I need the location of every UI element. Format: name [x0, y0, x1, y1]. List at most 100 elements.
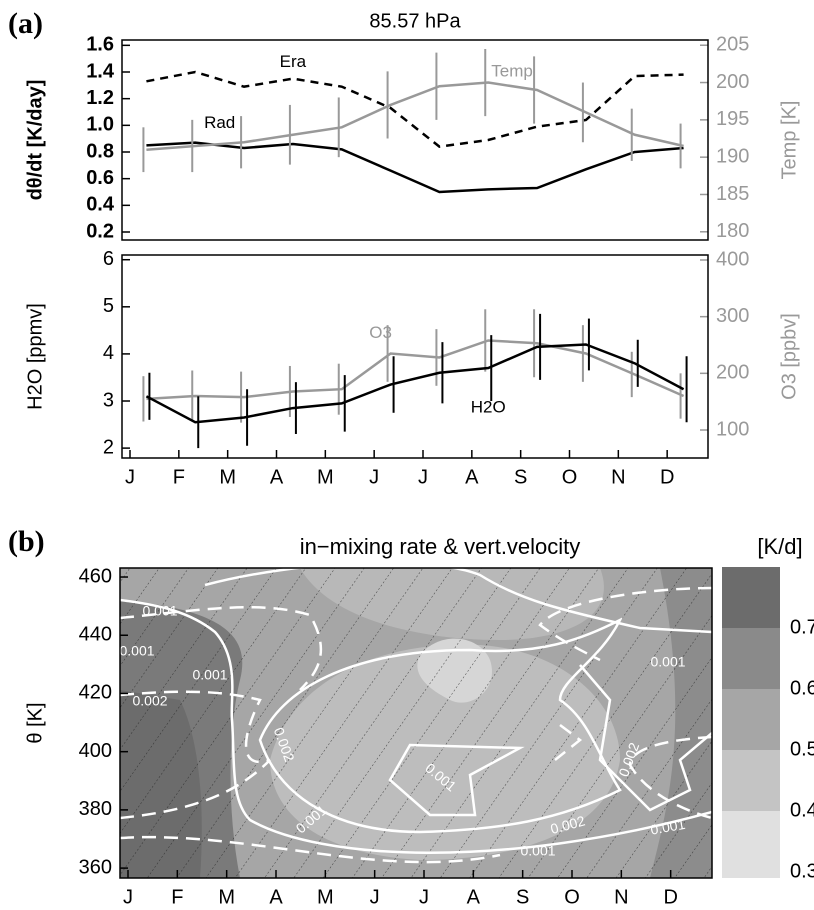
- series-line: [146, 339, 685, 401]
- contour-label: 0.001: [520, 843, 555, 859]
- y-tick-label: 460: [79, 565, 112, 587]
- x-tick-label: D: [660, 466, 674, 488]
- contour-line: [554, 724, 583, 761]
- contour-label: 0.001: [142, 603, 177, 619]
- y-tick-label: 1.2: [86, 87, 114, 109]
- x-tick-label: J: [419, 886, 429, 908]
- contour-label: 0.001: [192, 667, 227, 683]
- y-tick-label: 420: [79, 682, 112, 704]
- contour-line: [388, 743, 525, 817]
- y-tick-label: 0.6: [86, 167, 114, 189]
- colorbar-band: [722, 811, 780, 878]
- x-tick-label: A: [270, 466, 284, 488]
- x-tick-label: J: [369, 466, 379, 488]
- y2-tick-label: 100: [716, 418, 749, 440]
- y-tick-label: 4: [103, 342, 114, 364]
- contour-line: [258, 617, 623, 834]
- y-tick-label: 400: [79, 740, 112, 762]
- colorbar-band: [722, 689, 780, 750]
- series-label: O3: [369, 323, 392, 342]
- x-tick-label: F: [173, 466, 185, 488]
- x-tick-label: M: [317, 466, 334, 488]
- plot-frame: [121, 254, 709, 459]
- y2-tick-label: 195: [716, 108, 749, 130]
- colorbar-label: [K/d]: [757, 534, 802, 559]
- y2-tick-label: 205: [716, 34, 749, 56]
- series-line: [146, 70, 684, 148]
- colorbar-tick-label: 0.5: [790, 738, 814, 760]
- plot-frame: [121, 39, 709, 241]
- contour-line: [120, 690, 271, 764]
- contour-label: 0.001: [650, 654, 685, 670]
- y2-tick-label: 400: [716, 248, 749, 270]
- contour-label: 0.001: [119, 643, 154, 659]
- y2-tick-label: 200: [716, 71, 749, 93]
- panel-label: (a): [8, 7, 43, 40]
- contour-line: [628, 735, 712, 820]
- contour-line: [579, 664, 712, 812]
- contours: [120, 568, 712, 864]
- colorbar-band: [722, 628, 780, 689]
- x-tick-label: J: [125, 466, 135, 488]
- y-tick-label: 3: [103, 389, 114, 411]
- x-tick-label: F: [171, 886, 183, 908]
- x-tick-label: A: [467, 886, 481, 908]
- x-tick-label: N: [611, 466, 625, 488]
- axis-label: Temp [K]: [778, 101, 800, 180]
- colorbar-tick-label: 0.6: [790, 677, 814, 699]
- y-tick-label: 1.4: [86, 60, 115, 82]
- hatching: [120, 568, 712, 878]
- x-tick-label: S: [516, 886, 529, 908]
- x-tick-label: D: [663, 886, 677, 908]
- x-tick-label: M: [219, 466, 236, 488]
- colorbar-tick-label: 0.4: [790, 799, 814, 821]
- y-tick-label: 0.8: [86, 140, 114, 162]
- x-tick-label: O: [562, 466, 578, 488]
- y2-tick-label: 180: [716, 220, 749, 242]
- y-tick-label: 5: [103, 295, 114, 317]
- y-tick-label: 380: [79, 798, 112, 820]
- chart-title: 85.57 hPa: [369, 10, 461, 32]
- y2-tick-label: 190: [716, 145, 749, 167]
- x-tick-label: J: [370, 886, 380, 908]
- contour-label: 0.001: [649, 816, 686, 838]
- y-tick-label: 1.0: [86, 114, 114, 136]
- contour-line: [538, 586, 712, 662]
- y-tick-label: 440: [79, 624, 112, 646]
- x-tick-label: N: [614, 886, 628, 908]
- y2-tick-label: 200: [716, 362, 749, 384]
- axis-label: O3 [ppbv]: [778, 313, 800, 400]
- contour-line: [120, 598, 712, 854]
- series-line: [145, 343, 685, 424]
- contour-field: [120, 568, 712, 878]
- colorbar-tick-label: 0.7: [790, 616, 814, 638]
- panel-label: (b): [8, 525, 45, 558]
- y-tick-label: 0.2: [86, 220, 114, 242]
- x-tick-label: M: [218, 886, 235, 908]
- axis-label: dθ/dt [K/day]: [24, 80, 46, 201]
- x-tick-label: J: [418, 466, 428, 488]
- contour-line: [120, 759, 271, 820]
- y2-tick-label: 300: [716, 305, 749, 327]
- y-tick-label: 1.6: [86, 34, 114, 56]
- colorbar-band: [722, 567, 780, 628]
- y-tick-label: 2: [103, 436, 114, 458]
- x-tick-label: A: [465, 466, 479, 488]
- series-line: [146, 81, 684, 151]
- series-label: H2O: [471, 398, 506, 417]
- contour-line: [120, 606, 323, 691]
- contour-line: [120, 835, 501, 864]
- y-tick-label: 360: [79, 856, 112, 878]
- series-label: Era: [280, 52, 307, 71]
- x-tick-label: A: [269, 886, 283, 908]
- contour-label: 0.002: [132, 693, 167, 709]
- series-label: Rad: [204, 113, 235, 132]
- colorbar-band: [722, 750, 780, 811]
- x-tick-label: J: [123, 886, 133, 908]
- chart-title: in−mixing rate & vert.velocity: [300, 534, 581, 559]
- y-tick-label: 0.4: [86, 194, 115, 216]
- series-label: Temp: [491, 61, 533, 80]
- y2-tick-label: 185: [716, 183, 749, 205]
- x-tick-label: O: [564, 886, 580, 908]
- series-line: [146, 141, 684, 194]
